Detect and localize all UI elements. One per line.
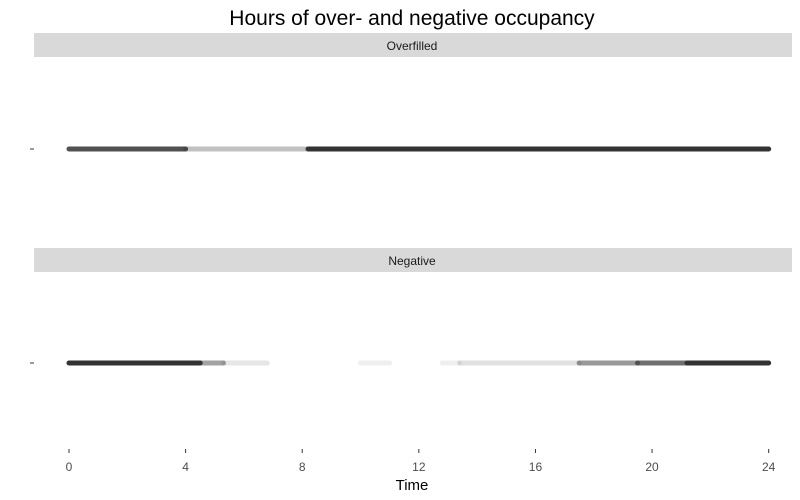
chart-title: Hours of over- and negative occupancy — [229, 7, 595, 30]
panel-overfilled: Overfilled — [30, 33, 792, 152]
x-tick-label: 12 — [412, 460, 426, 474]
x-tick-label: 20 — [645, 460, 659, 474]
x-tick-label: 8 — [299, 460, 306, 474]
x-tick-label: 4 — [182, 460, 189, 474]
strip-label-negative: Negative — [388, 254, 436, 268]
x-tick-label: 0 — [66, 460, 73, 474]
strip-negative — [34, 248, 792, 272]
strip-label-overfilled: Overfilled — [387, 39, 438, 53]
x-axis-title: Time — [396, 477, 429, 494]
panel-negative: Negative — [30, 248, 792, 366]
x-tick-label: 24 — [762, 460, 776, 474]
x-axis: 0 4 8 12 16 20 24 — [66, 449, 776, 474]
x-tick-label: 16 — [529, 460, 543, 474]
strip-overfilled — [34, 33, 792, 57]
